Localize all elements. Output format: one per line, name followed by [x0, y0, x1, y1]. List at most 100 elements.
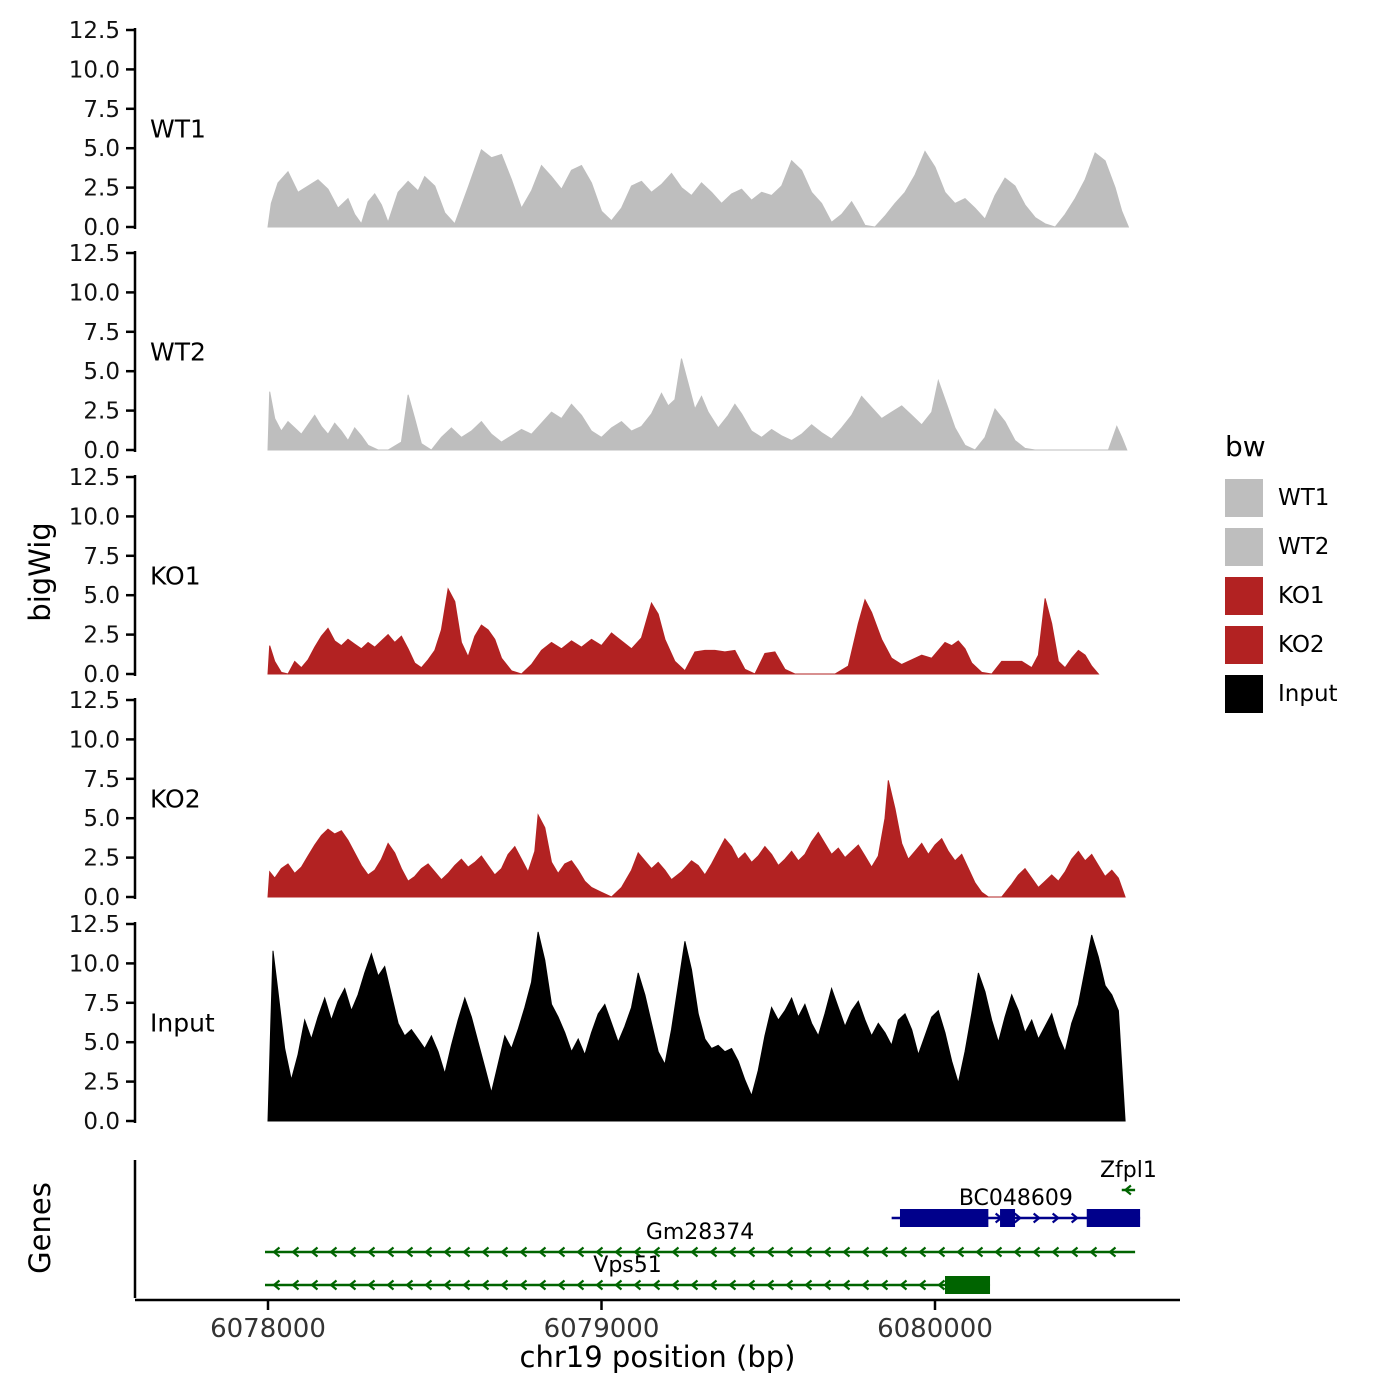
y-tick-label-WT1: 12.5 [69, 18, 120, 44]
y-tick-label-Input: 12.5 [69, 912, 120, 938]
x-tick-label: 6078000 [210, 1314, 326, 1344]
legend-label-wt1: WT1 [1278, 485, 1330, 511]
legend-item-input: Input [1225, 675, 1338, 713]
x-tick-label: 6080000 [877, 1314, 993, 1344]
strand-arrow-icon-Vps51 [462, 1279, 471, 1291]
legend-title: bw [1225, 430, 1266, 463]
y-tick-label-Input: 10.0 [69, 951, 120, 977]
strand-arrow-icon-Gm28374 [994, 1246, 1003, 1258]
strand-arrow-icon-Gm28374 [386, 1246, 395, 1258]
strand-arrow-icon-Gm28374 [671, 1246, 680, 1258]
strand-arrow-icon-Gm28374 [918, 1246, 927, 1258]
legend-item-ko1: KO1 [1225, 577, 1338, 615]
strand-arrow-icon-Gm28374 [519, 1246, 528, 1258]
strand-arrow-icon-Gm28374 [310, 1246, 319, 1258]
strand-arrow-icon-Vps51 [804, 1279, 813, 1291]
area-WT2 [267, 358, 1128, 451]
strand-arrow-icon-Vps51 [614, 1279, 623, 1291]
gene-exon-BC048609-0 [899, 1209, 989, 1227]
strand-arrow-icon-Vps51 [918, 1279, 927, 1291]
strand-arrow-icon-Vps51 [424, 1279, 433, 1291]
strand-arrow-icon-Zfpl1 [1123, 1184, 1132, 1196]
strand-arrow-icon-BC048609 [1032, 1212, 1041, 1224]
strand-arrow-icon-Gm28374 [1070, 1246, 1079, 1258]
strand-arrow-icon-BC048609 [1051, 1212, 1060, 1224]
strand-arrow-icon-Vps51 [348, 1279, 357, 1291]
strand-arrow-icon-Vps51 [728, 1279, 737, 1291]
strand-arrow-icon-Gm28374 [728, 1246, 737, 1258]
strand-arrow-icon-Gm28374 [747, 1246, 756, 1258]
strand-arrow-icon-Gm28374 [766, 1246, 775, 1258]
gene-label-Zfpl1: Zfpl1 [1100, 1158, 1157, 1183]
strand-arrow-icon-BC048609 [1013, 1212, 1022, 1224]
y-tick-label-WT1: 2.5 [83, 176, 120, 202]
strand-arrow-icon-Vps51 [880, 1279, 889, 1291]
strand-arrow-icon-Vps51 [671, 1279, 680, 1291]
legend-item-ko2: KO2 [1225, 626, 1338, 664]
strand-arrow-icon-Gm28374 [1108, 1246, 1117, 1258]
legend-swatch-wt2 [1225, 528, 1263, 566]
y-tick-label-Input: 5.0 [83, 1030, 120, 1056]
y-tick-label-WT2: 10.0 [69, 280, 120, 306]
gene-exon-BC048609-1 [1000, 1209, 1016, 1227]
strand-arrow-icon-Gm28374 [291, 1246, 300, 1258]
y-tick-label-WT1: 7.5 [83, 97, 120, 123]
strand-arrow-icon-Gm28374 [956, 1246, 965, 1258]
strand-arrow-icon-Gm28374 [595, 1246, 604, 1258]
strand-arrow-icon-Gm28374 [804, 1246, 813, 1258]
x-tick-label: 6079000 [544, 1314, 660, 1344]
strand-arrow-icon-Gm28374 [975, 1246, 984, 1258]
strand-arrow-icon-Vps51 [367, 1279, 376, 1291]
strand-arrow-icon-Vps51 [595, 1279, 604, 1291]
y-tick-label-WT1: 10.0 [69, 57, 120, 83]
strand-arrow-icon-Gm28374 [652, 1246, 661, 1258]
strand-arrow-icon-Vps51 [443, 1279, 452, 1291]
legend: bw WT1 WT2 KO1 KO2 Input [1225, 430, 1338, 724]
strand-arrow-icon-Gm28374 [538, 1246, 547, 1258]
x-axis-title: chr19 position (bp) [519, 1340, 796, 1374]
area-Input [267, 931, 1126, 1122]
area-KO1 [267, 587, 1100, 675]
y-tick-label-Input: 2.5 [83, 1070, 120, 1096]
legend-item-wt2: WT2 [1225, 528, 1338, 566]
legend-label-input: Input [1278, 681, 1338, 707]
strand-arrow-icon-Vps51 [823, 1279, 832, 1291]
y-tick-label-Input: 7.5 [83, 991, 120, 1017]
strand-arrow-icon-Gm28374 [557, 1246, 566, 1258]
strand-arrow-icon-Gm28374 [937, 1246, 946, 1258]
strand-arrow-icon-Gm28374 [1051, 1246, 1060, 1258]
strand-arrow-icon-Gm28374 [367, 1246, 376, 1258]
strand-arrow-icon-Gm28374 [709, 1246, 718, 1258]
strand-arrow-icon-Vps51 [329, 1279, 338, 1291]
strand-arrow-icon-Vps51 [747, 1279, 756, 1291]
y-tick-label-WT1: 5.0 [83, 136, 120, 162]
track-label-KO2: KO2 [150, 785, 201, 814]
strand-arrow-icon-Gm28374 [272, 1246, 281, 1258]
strand-arrow-icon-Gm28374 [842, 1246, 851, 1258]
area-KO2 [267, 780, 1126, 898]
y-tick-label-KO1: 0.0 [83, 662, 120, 688]
legend-swatch-wt1 [1225, 479, 1263, 517]
strand-arrow-icon-Vps51 [766, 1279, 775, 1291]
y-tick-label-KO1: 5.0 [83, 583, 120, 609]
y-axis-label-genes: Genes [23, 1182, 57, 1274]
y-tick-label-KO2: 2.5 [83, 846, 120, 872]
strand-arrow-icon-Vps51 [633, 1279, 642, 1291]
gene-label-BC048609: BC048609 [959, 1186, 1073, 1211]
strand-arrow-icon-Vps51 [899, 1279, 908, 1291]
strand-arrow-icon-Gm28374 [576, 1246, 585, 1258]
y-tick-label-KO2: 12.5 [69, 688, 120, 714]
strand-arrow-icon-Gm28374 [348, 1246, 357, 1258]
strand-arrow-icon-Vps51 [652, 1279, 661, 1291]
strand-arrow-icon-Vps51 [519, 1279, 528, 1291]
strand-arrow-icon-Vps51 [386, 1279, 395, 1291]
strand-arrow-icon-Gm28374 [500, 1246, 509, 1258]
y-tick-label-WT2: 12.5 [69, 241, 120, 267]
strand-arrow-icon-Gm28374 [1013, 1246, 1022, 1258]
strand-arrow-icon-Vps51 [785, 1279, 794, 1291]
strand-arrow-icon-Gm28374 [899, 1246, 908, 1258]
strand-arrow-icon-Gm28374 [861, 1246, 870, 1258]
strand-arrow-icon-Vps51 [538, 1279, 547, 1291]
